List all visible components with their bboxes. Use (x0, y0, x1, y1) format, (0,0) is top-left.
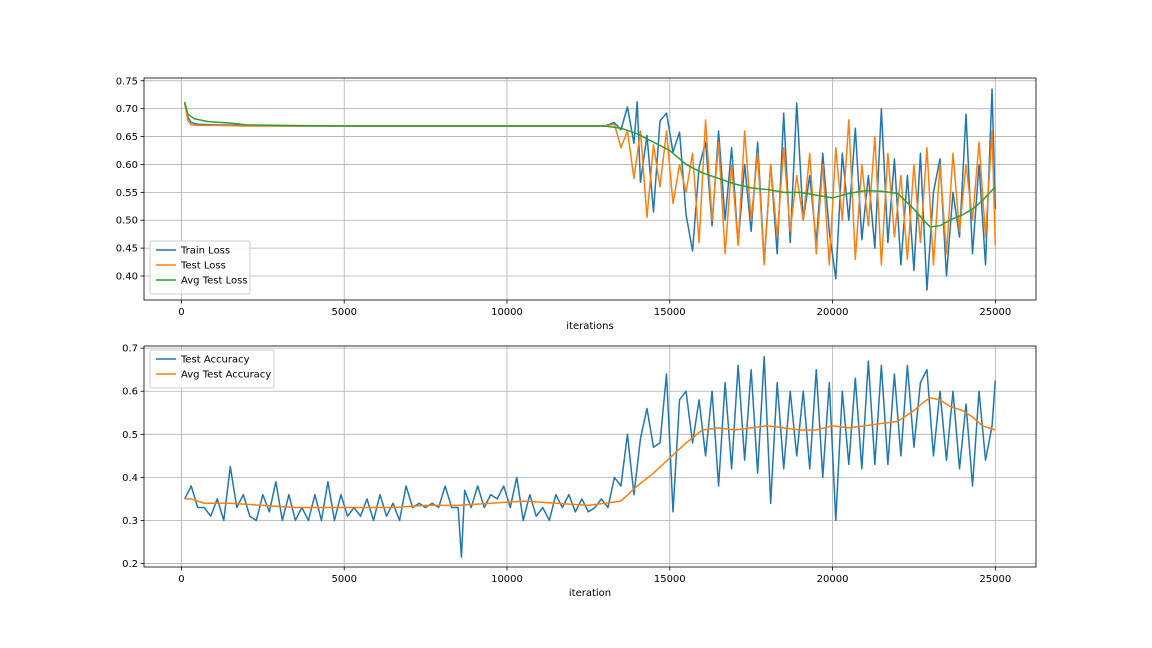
loss-x-tick-label: 10000 (491, 307, 523, 318)
loss-legend: Train Loss Test Loss Avg Test Loss (149, 240, 251, 295)
legend-label-avg-test-accuracy: Avg Test Accuracy (181, 370, 271, 381)
accuracy-plot-frame (143, 345, 1037, 568)
legend-label-test-loss: Test Loss (180, 261, 226, 272)
loss-y-tick-label: 0.50 (116, 216, 138, 227)
loss-x-tick-label: 5000 (331, 307, 356, 318)
accuracy-grid (144, 346, 1036, 567)
accuracy-y-tick-label: 0.7 (122, 344, 138, 355)
loss-x-tick-label: 15000 (654, 307, 686, 318)
loss-plot-frame (143, 77, 1037, 301)
loss-y-tick-label: 0.75 (116, 76, 138, 87)
loss-x-tick-label: 0 (178, 307, 184, 318)
series-line-test-accuracy (184, 356, 997, 558)
accuracy-x-tick-label: 15000 (654, 574, 686, 585)
loss-y-tick-label: 0.60 (116, 160, 138, 171)
accuracy-x-tick-label: 5000 (331, 574, 356, 585)
accuracy-panel: 0 5000 10000 15000 20000 25000 0.2 0.3 0.4 0.5 0.6… (122, 344, 1037, 599)
legend-label-test-accuracy: Test Accuracy (180, 355, 250, 366)
accuracy-ticks: 0 5000 10000 15000 20000 25000 0.2 0.3 0.4 0.5 0.6… (122, 344, 1011, 585)
accuracy-x-tick-label: 25000 (979, 574, 1011, 585)
series-line-avg-test-accuracy (184, 396, 996, 509)
loss-y-tick-label: 0.65 (116, 132, 138, 143)
loss-series-group (183, 88, 997, 291)
loss-panel: 0 5000 10000 15000 20000 25000 0.40 0.45 0.50 0.5… (116, 76, 1037, 332)
accuracy-y-tick-label: 0.2 (122, 559, 138, 570)
legend-label-train-loss: Train Loss (180, 246, 230, 257)
accuracy-y-tick-label: 0.6 (122, 387, 138, 398)
loss-y-tick-label: 0.55 (116, 188, 138, 199)
accuracy-x-tick-label: 0 (178, 574, 184, 585)
accuracy-y-tick-label: 0.4 (122, 473, 138, 484)
accuracy-series-group (184, 356, 997, 558)
series-line-test-loss (183, 102, 997, 266)
accuracy-legend: Test Accuracy Avg Test Accuracy (149, 349, 275, 389)
loss-y-tick-label: 0.45 (116, 244, 138, 255)
accuracy-x-axis-label: iteration (569, 588, 611, 599)
accuracy-y-tick-label: 0.3 (122, 516, 138, 527)
loss-x-axis-label: iterations (566, 321, 613, 332)
loss-x-tick-label: 25000 (979, 307, 1011, 318)
loss-ticks: 0 5000 10000 15000 20000 25000 0.40 0.45 0.50 0.5… (116, 76, 1011, 318)
series-line-avg-test-loss (183, 101, 996, 228)
loss-y-tick-label: 0.40 (116, 272, 138, 283)
accuracy-y-tick-label: 0.5 (122, 430, 138, 441)
legend-label-avg-test-loss: Avg Test Loss (181, 276, 248, 287)
accuracy-x-tick-label: 20000 (817, 574, 849, 585)
loss-x-tick-label: 20000 (817, 307, 849, 318)
accuracy-legend-box (149, 349, 275, 389)
loss-y-tick-label: 0.70 (116, 104, 138, 115)
accuracy-x-tick-label: 10000 (491, 574, 523, 585)
